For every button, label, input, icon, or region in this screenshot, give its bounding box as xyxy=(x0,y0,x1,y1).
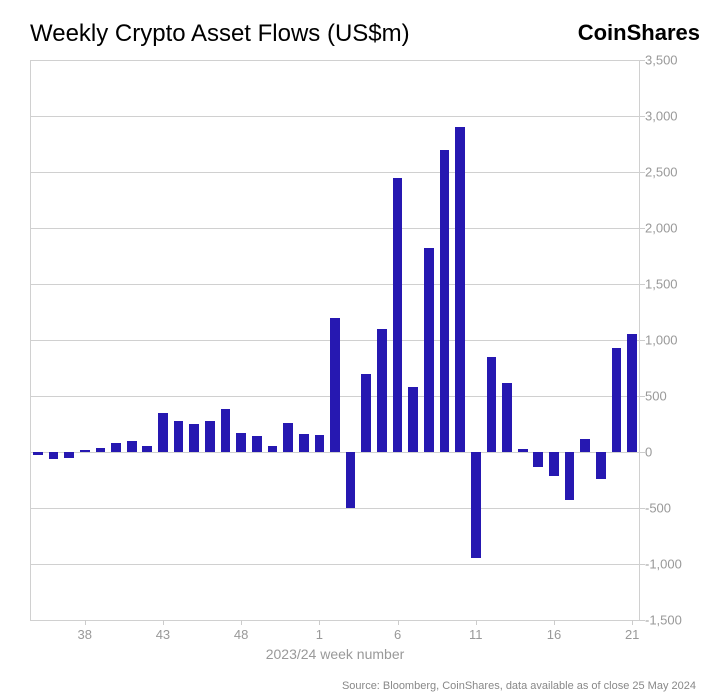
bar xyxy=(80,450,90,452)
bar xyxy=(299,434,309,452)
bar xyxy=(502,383,512,452)
bar xyxy=(49,452,59,459)
bar xyxy=(127,441,137,452)
bar xyxy=(236,433,246,452)
grid-line xyxy=(30,508,640,509)
x-tick-mark xyxy=(241,620,242,625)
bar xyxy=(64,452,74,458)
x-tick-mark xyxy=(398,620,399,625)
bar xyxy=(283,423,293,452)
bar xyxy=(205,421,215,452)
x-tick-mark xyxy=(632,620,633,625)
bar xyxy=(142,446,152,452)
bar xyxy=(424,248,434,452)
bar xyxy=(487,357,497,452)
bar xyxy=(393,178,403,452)
bar xyxy=(565,452,575,500)
y-tick-label: 2,000 xyxy=(645,221,690,236)
y-tick-label: 3,000 xyxy=(645,109,690,124)
chart-title: Weekly Crypto Asset Flows (US$m) xyxy=(30,20,410,48)
y-tick-label: 1,500 xyxy=(645,277,690,292)
x-axis-label: 2023/24 week number xyxy=(266,646,405,662)
grid-line xyxy=(30,228,640,229)
y-tick-label: 0 xyxy=(645,445,690,460)
bar xyxy=(96,448,106,452)
bar xyxy=(596,452,606,479)
bar xyxy=(315,435,325,452)
bar xyxy=(518,449,528,452)
bar xyxy=(252,436,262,452)
y-tick-label: 500 xyxy=(645,389,690,404)
y-tick-label: -500 xyxy=(645,501,690,516)
bar xyxy=(158,413,168,452)
y-tick-label: -1,000 xyxy=(645,557,690,572)
chart-header: Weekly Crypto Asset Flows (US$m) CoinSha… xyxy=(30,20,700,48)
bar xyxy=(612,348,622,452)
bar xyxy=(471,452,481,558)
bar xyxy=(627,334,637,452)
bar xyxy=(189,424,199,452)
bar xyxy=(440,150,450,452)
x-tick-label: 11 xyxy=(469,627,483,642)
bar xyxy=(533,452,543,467)
grid-line xyxy=(30,172,640,173)
y-tick-label: 1,000 xyxy=(645,333,690,348)
bar xyxy=(221,409,231,452)
x-tick-label: 21 xyxy=(625,627,639,642)
brand-logo: CoinShares xyxy=(578,20,700,46)
x-tick-label: 48 xyxy=(234,627,248,642)
grid-line xyxy=(30,620,640,621)
x-tick-label: 6 xyxy=(394,627,401,642)
bar xyxy=(330,318,340,452)
bar xyxy=(455,127,465,452)
bar xyxy=(111,443,121,452)
y-tick-label: -1,500 xyxy=(645,613,690,628)
bar xyxy=(580,439,590,452)
chart-container: Weekly Crypto Asset Flows (US$m) CoinSha… xyxy=(30,20,700,680)
x-tick-label: 43 xyxy=(156,627,170,642)
x-tick-mark xyxy=(163,620,164,625)
grid-line xyxy=(30,60,640,61)
bar xyxy=(408,387,418,452)
bar xyxy=(549,452,559,476)
grid-line xyxy=(30,284,640,285)
grid-line xyxy=(30,116,640,117)
bar xyxy=(268,446,278,452)
x-tick-label: 16 xyxy=(547,627,561,642)
x-tick-label: 38 xyxy=(78,627,92,642)
x-tick-mark xyxy=(476,620,477,625)
plot-area: -1,500-1,000-50005001,0001,5002,0002,500… xyxy=(30,60,640,620)
y-tick-label: 2,500 xyxy=(645,165,690,180)
grid-line xyxy=(30,564,640,565)
x-tick-mark xyxy=(554,620,555,625)
bar xyxy=(174,421,184,452)
x-tick-label: 1 xyxy=(316,627,323,642)
x-tick-mark xyxy=(319,620,320,625)
source-text: Source: Bloomberg, CoinShares, data avai… xyxy=(342,680,696,692)
bar xyxy=(361,374,371,452)
bar xyxy=(377,329,387,452)
bar xyxy=(346,452,356,508)
y-tick-label: 3,500 xyxy=(645,53,690,68)
bar xyxy=(33,452,43,455)
x-tick-mark xyxy=(85,620,86,625)
